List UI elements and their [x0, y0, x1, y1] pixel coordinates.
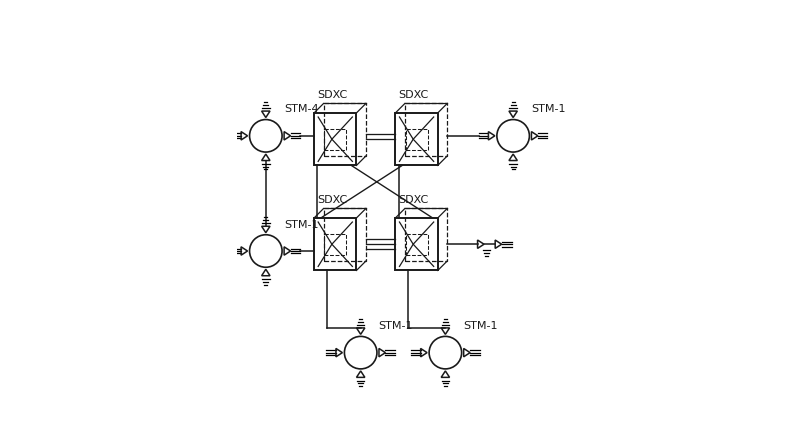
Text: SDXC: SDXC: [398, 195, 428, 205]
Text: STM-1: STM-1: [284, 220, 318, 230]
Text: SDXC: SDXC: [317, 195, 347, 205]
Text: STM-4: STM-4: [284, 104, 319, 114]
Text: STM-1: STM-1: [531, 104, 565, 114]
Text: SDXC: SDXC: [398, 90, 428, 100]
Text: STM-1: STM-1: [378, 321, 413, 331]
Text: SDXC: SDXC: [317, 90, 347, 100]
Text: STM-1: STM-1: [463, 321, 498, 331]
